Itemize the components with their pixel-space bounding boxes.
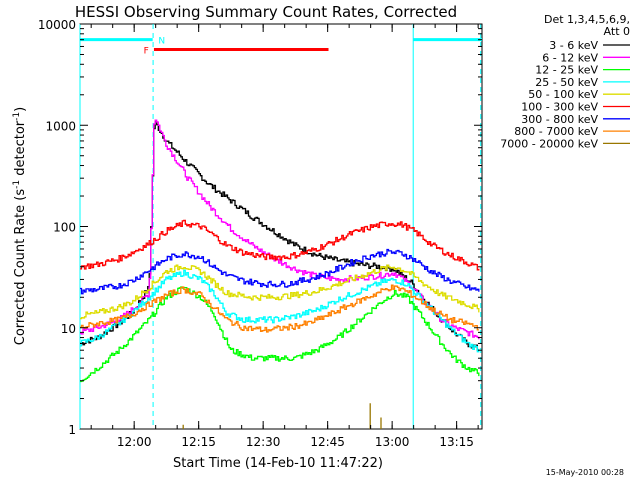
plot-frame bbox=[79, 23, 483, 430]
flag-layer: FN bbox=[80, 37, 482, 56]
series-50-100-kev bbox=[80, 264, 480, 320]
x-tick-label-12-30: 12:30 bbox=[246, 435, 281, 449]
chart-title: HESSI Observing Summary Count Rates, Cor… bbox=[75, 3, 457, 21]
series-12-25-kev bbox=[80, 286, 480, 383]
annotation-f: F bbox=[144, 46, 149, 56]
legend-label-800-7000-kev: 800 - 7000 keV bbox=[514, 125, 598, 138]
y-tick-label-10000: 10000 bbox=[38, 18, 76, 32]
x-axis-label: Start Time (14-Feb-10 11:47:22) bbox=[173, 456, 383, 471]
series-100-300-kev bbox=[80, 219, 480, 271]
legend-label-7000-20000-kev: 7000 - 20000 keV bbox=[500, 137, 598, 150]
series-800-7000-kev bbox=[80, 284, 479, 333]
axes-layer: 12:00 12:15 12:30 12:45 13:00 13:15 1 10 100 1000… bbox=[38, 18, 482, 449]
y-tick-label-1: 1 bbox=[68, 423, 76, 437]
y-axis-label: Corrected Count Rate (s-1 detector-1) bbox=[12, 107, 28, 345]
legend-header-line-1: Det 1,3,4,5,6,9, bbox=[544, 13, 630, 26]
y-tick-label-10: 10 bbox=[61, 322, 76, 336]
legend-header-line-2: Att 0 bbox=[604, 25, 630, 38]
series-300-800-kev bbox=[80, 248, 480, 295]
legend-label-300-800-kev: 300 - 800 keV bbox=[521, 113, 598, 126]
y-tick-label-100: 100 bbox=[53, 221, 76, 235]
marker-layer bbox=[79, 24, 482, 429]
x-tick-label-13-00: 13:00 bbox=[375, 435, 410, 449]
legend-label-6-12-kev: 6 - 12 keV bbox=[542, 51, 598, 64]
series-25-50-kev bbox=[80, 269, 480, 353]
legend-label-12-25-kev: 12 - 25 keV bbox=[535, 64, 598, 77]
series-7000-20000-kev bbox=[182, 403, 382, 429]
date-stamp: 15-May-2010 00:28 bbox=[546, 468, 624, 477]
x-tick-label-13-15: 13:15 bbox=[439, 435, 474, 449]
series-layer bbox=[80, 119, 480, 429]
annotation-n: N bbox=[158, 37, 165, 47]
x-tick-label-12-45: 12:45 bbox=[310, 435, 345, 449]
x-tick-label-12-15: 12:15 bbox=[181, 435, 216, 449]
y-tick-label-1000: 1000 bbox=[45, 119, 76, 133]
legend-label-50-100-kev: 50 - 100 keV bbox=[528, 88, 598, 101]
legend-label-25-50-kev: 25 - 50 keV bbox=[535, 76, 598, 89]
legend-label-100-300-kev: 100 - 300 keV bbox=[521, 101, 598, 114]
x-tick-label-12-00: 12:00 bbox=[117, 435, 152, 449]
legend-label-3-6-kev: 3 - 6 keV bbox=[549, 39, 598, 52]
